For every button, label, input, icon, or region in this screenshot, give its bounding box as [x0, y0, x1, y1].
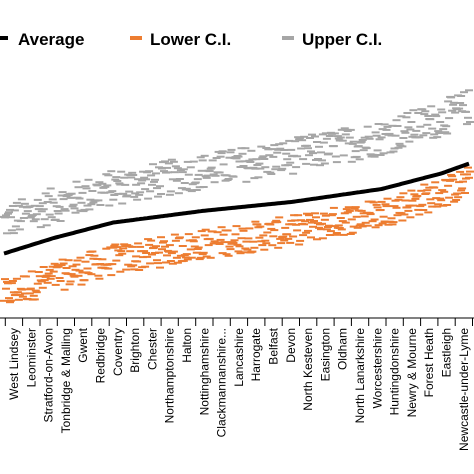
x-tick-label: Clackmannanshire...: [215, 328, 229, 437]
legend: Average Lower C.I. Upper C.I.: [0, 30, 382, 49]
x-tick-label: Belfast: [267, 327, 281, 364]
x-tick-label: Nottinghamshire: [197, 328, 211, 416]
x-tick-label: North Lanarkshire: [353, 328, 367, 424]
x-tick-label: North Kesteven: [301, 328, 315, 411]
lower-ci-points: [0, 166, 474, 304]
x-tick-label: Brighton: [128, 328, 142, 373]
x-tick-label: Redbridge: [94, 328, 108, 384]
x-tick-label: Easington: [318, 328, 332, 381]
legend-upper-ci-label: Upper C.I.: [302, 30, 382, 49]
x-tick-label: Stratford-on-Avon: [42, 328, 56, 423]
upper-ci-points: [0, 89, 474, 235]
x-tick-label: Eastleigh: [440, 328, 454, 377]
average-line: [3, 161, 470, 256]
x-tick-label: Devon: [284, 328, 298, 363]
x-tick-label: Gwent: [76, 327, 90, 362]
x-tick-label: Oldham: [336, 328, 350, 370]
x-tick-label: Halton: [180, 328, 194, 363]
x-tick-label: Coventry: [111, 328, 125, 376]
x-tick-label: Newcastle-under-Lyme: [457, 328, 471, 451]
x-ticks: [4, 318, 473, 326]
x-tick-label: Chester: [145, 328, 159, 370]
x-tick-label: West Lindsey: [7, 328, 21, 400]
legend-average-label: Average: [18, 30, 84, 49]
x-tick-label: Northamptonshire: [163, 328, 177, 424]
x-tick-label: Lancashire: [232, 328, 246, 387]
x-tick-label: Worcestershire: [370, 328, 384, 409]
x-tick-label: Huntingdonshire: [388, 328, 402, 416]
x-tick-label: Leominster: [24, 328, 38, 387]
x-tick-label: Forest Heath: [422, 328, 436, 397]
legend-lower-ci-label: Lower C.I.: [150, 30, 231, 49]
x-tick-label: Tonbridge & Malling: [59, 328, 73, 433]
x-tick-labels: West Lindsey Leominster Stratford-on-Avon T…: [7, 327, 471, 451]
x-tick-label: Newry & Mourne: [405, 328, 419, 418]
x-tick-label: Harrogate: [249, 328, 263, 382]
